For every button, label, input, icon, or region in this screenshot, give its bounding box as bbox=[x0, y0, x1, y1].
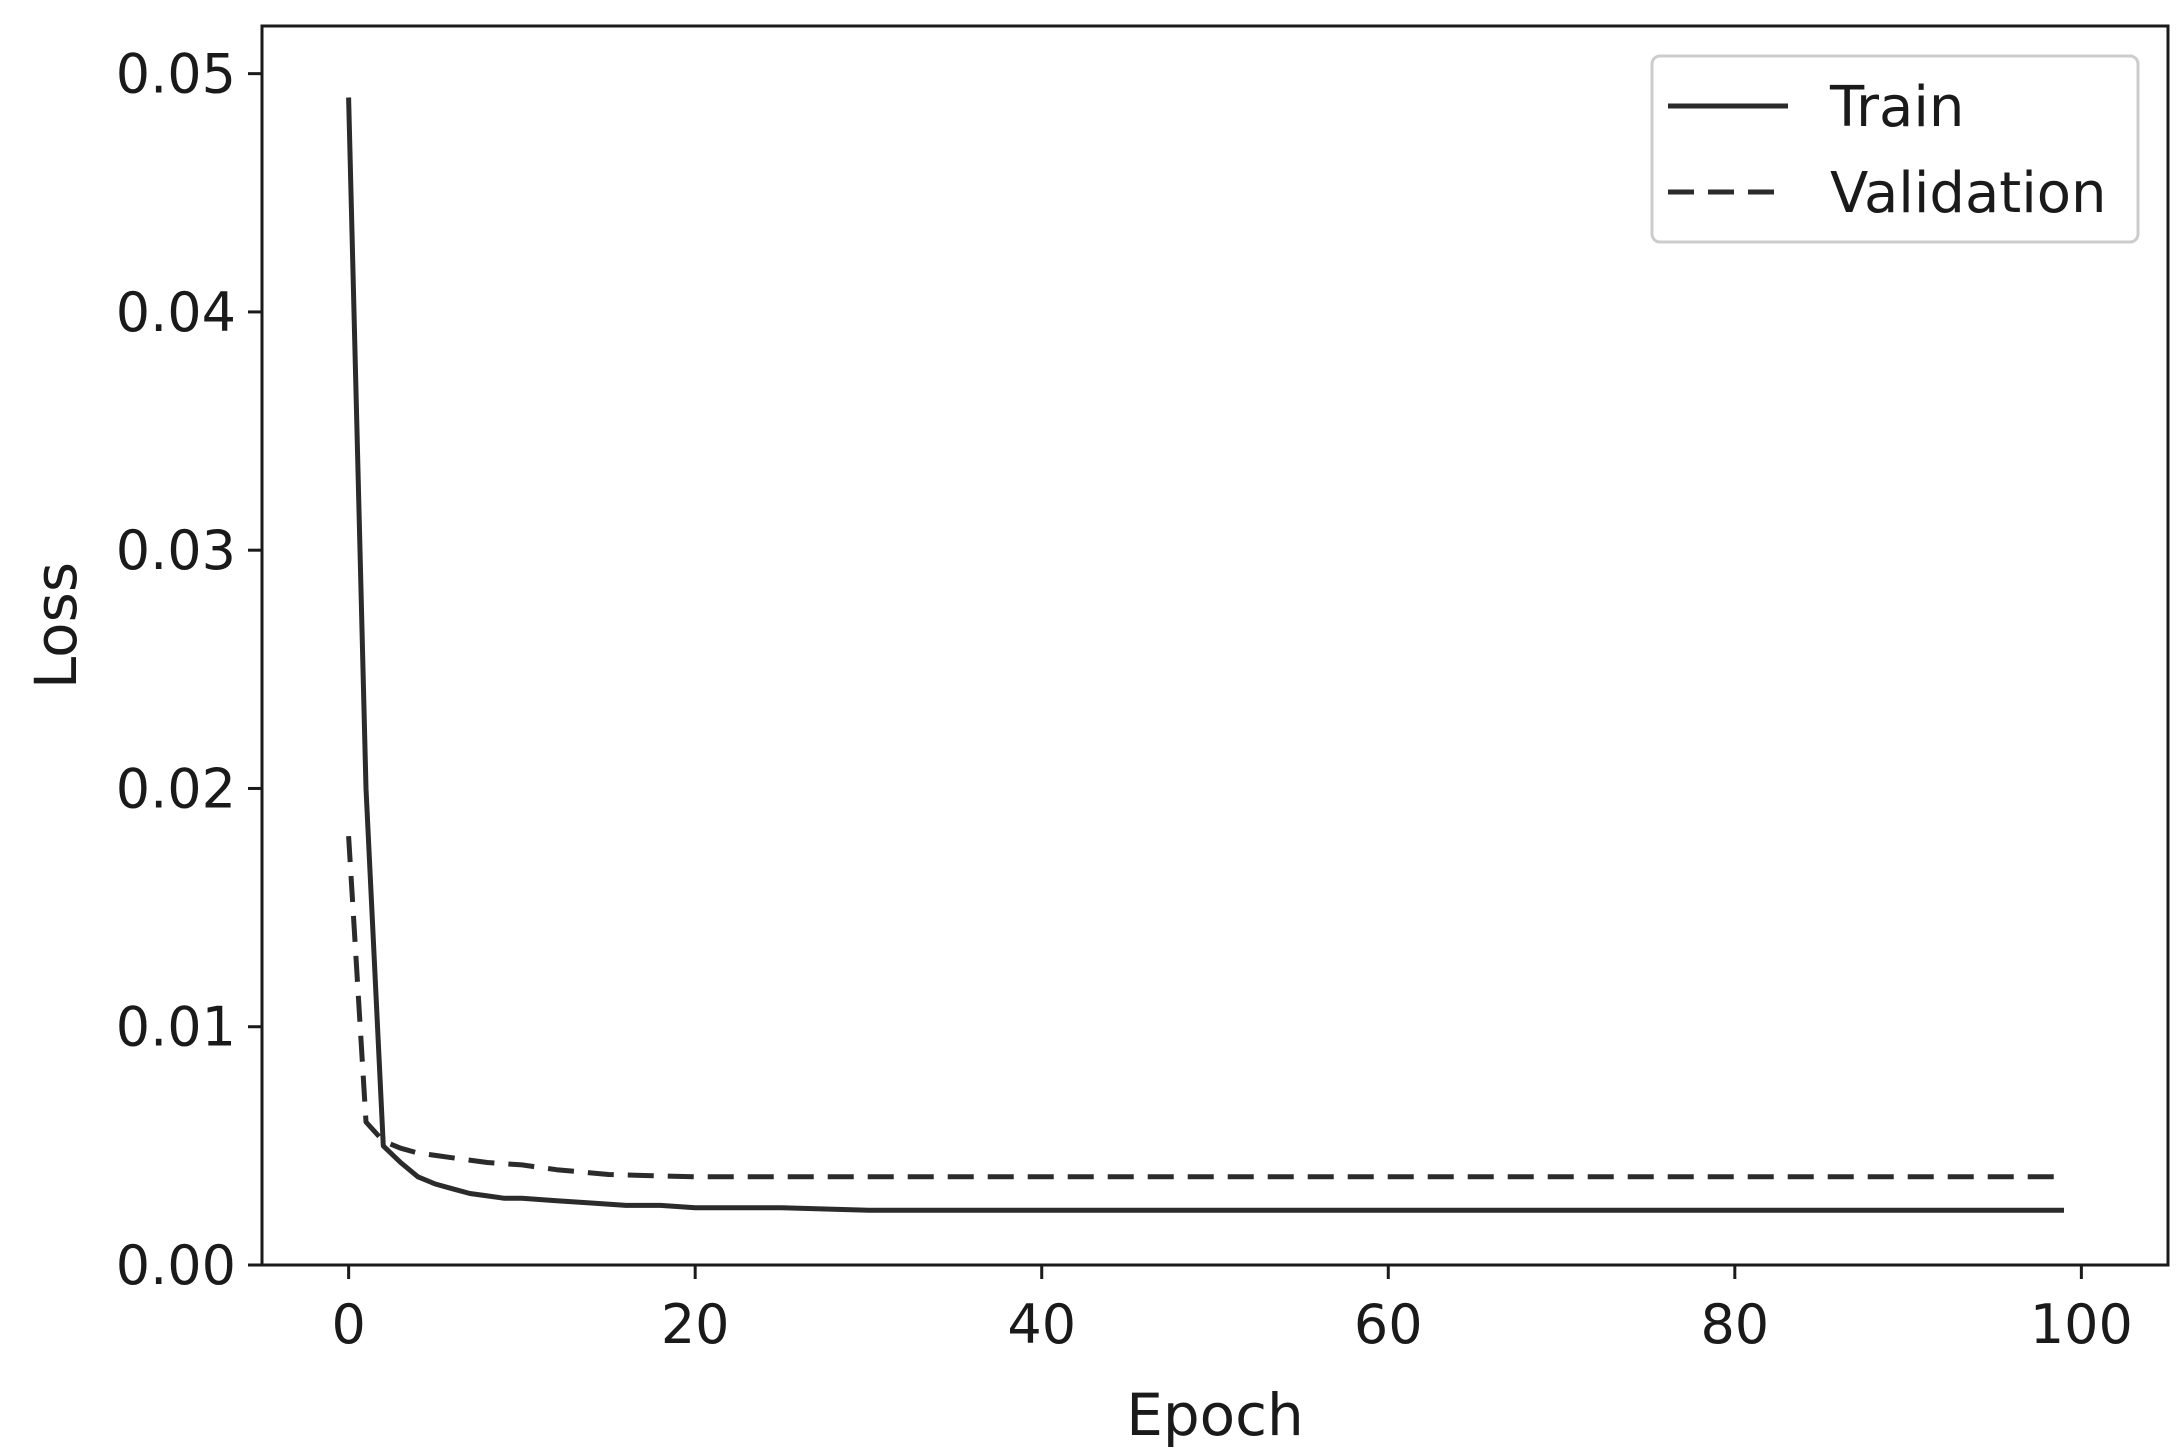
y-tick-label: 0.02 bbox=[116, 757, 236, 820]
x-tick-label: 60 bbox=[1354, 1293, 1423, 1356]
series-line-train bbox=[346, 97, 2064, 1213]
legend: Train Validation bbox=[1650, 54, 2140, 244]
legend-box bbox=[1650, 54, 2140, 244]
plot-frame bbox=[260, 24, 2170, 1267]
x-tick-label: 0 bbox=[331, 1293, 365, 1356]
x-axis-label: Epoch bbox=[1126, 1381, 1304, 1449]
legend-label-validation: Validation bbox=[1830, 161, 2107, 226]
y-tick-label: 0.05 bbox=[116, 43, 236, 106]
x-axis: 0 20 40 60 80 100 bbox=[331, 1265, 2133, 1356]
plot-area bbox=[260, 24, 2170, 1267]
y-tick-label: 0.03 bbox=[116, 519, 236, 582]
legend-label-train: Train bbox=[1829, 75, 1964, 140]
x-tick-label: 20 bbox=[661, 1293, 730, 1356]
series-layer bbox=[346, 97, 2064, 1213]
y-axis: 0.00 0.01 0.02 0.03 0.04 0.05 bbox=[116, 43, 262, 1297]
y-axis-label: Loss bbox=[22, 562, 90, 689]
y-tick-label: 0.00 bbox=[116, 1234, 236, 1297]
x-tick-label: 100 bbox=[2030, 1293, 2133, 1356]
x-tick-label: 80 bbox=[1700, 1293, 1769, 1356]
y-tick-label: 0.04 bbox=[116, 281, 236, 344]
x-tick-label: 40 bbox=[1007, 1293, 1076, 1356]
y-tick-label: 0.01 bbox=[116, 996, 236, 1059]
series-line-validation bbox=[346, 835, 2064, 1180]
